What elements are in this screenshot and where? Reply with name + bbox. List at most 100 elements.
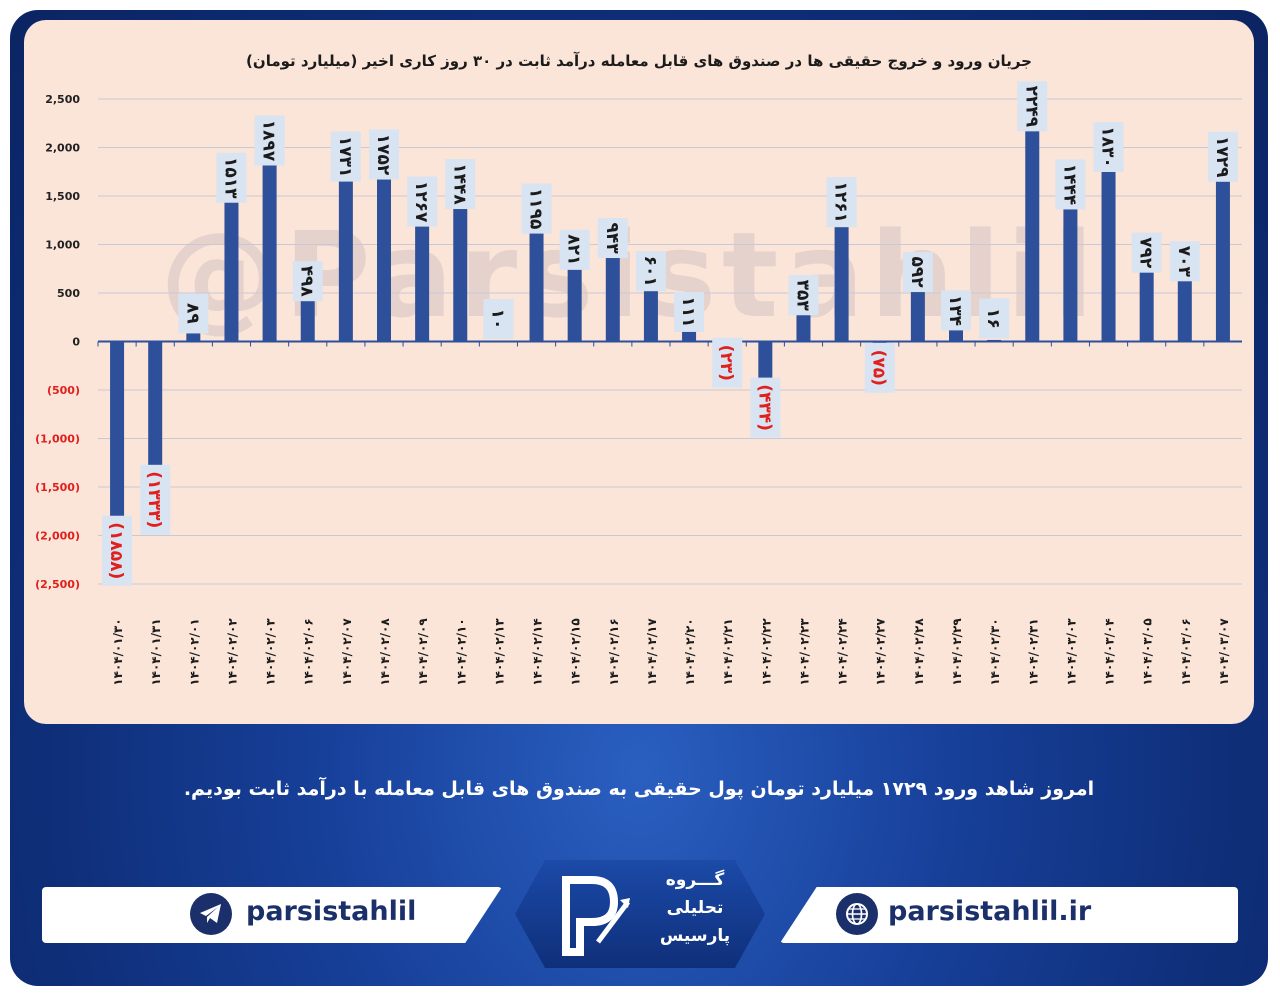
x-category-label: ۱۴۰۴/۰۲/۲۸ [912, 618, 926, 686]
data-label-box [635, 251, 666, 292]
data-label: ۸۹ [182, 303, 202, 324]
x-category-label: ۱۴۰۴/۰۲/۱۴ [531, 618, 545, 685]
logo-line-1: گـــروه [665, 870, 725, 890]
chart-panel [24, 20, 1254, 724]
data-label-box [902, 252, 933, 293]
bar [1063, 201, 1078, 342]
bar-chart: 2,500 2,000 1,500 1,000 500 0 (500) (1,000) (1,5… [35, 81, 1242, 686]
data-label: ۱۷۲۹ [1212, 136, 1232, 178]
data-label-box [292, 261, 323, 302]
x-category-label: ۱۴۰۴/۰۲/۰۹ [416, 618, 430, 686]
data-label: ۵۹۲ [907, 257, 927, 289]
data-label-box [1017, 81, 1048, 132]
y-tick-label: 1,500 [45, 190, 80, 203]
x-category-label: ۱۴۰۴/۰۳/۰۳ [1064, 618, 1078, 686]
telegram-icon [190, 893, 232, 935]
data-label-box [674, 291, 705, 332]
data-label: ۱۷۳۱ [335, 136, 355, 178]
x-category-label: ۱۴۰۴/۰۱/۳۰ [111, 618, 125, 685]
bar [453, 201, 468, 342]
data-label-box [1207, 131, 1238, 182]
y-tick-label: 2,000 [45, 142, 80, 155]
data-label: ۸۲۱ [564, 234, 584, 265]
x-category-label: ۱۴۰۴/۰۲/۰۷ [340, 618, 354, 686]
x-category-label: ۱۴۰۴/۰۲/۱۰ [454, 618, 468, 685]
y-tick-label: 0 [72, 336, 80, 349]
data-label-box [216, 152, 247, 203]
data-label-box [483, 298, 514, 339]
data-label-box [140, 464, 171, 535]
bar [682, 330, 697, 342]
data-label: ۶۰۱ [640, 256, 660, 287]
data-label: ۷۰۳ [1174, 246, 1194, 278]
data-label-box [445, 159, 476, 210]
bar [186, 332, 201, 342]
logo-line-2: تحلیلی [666, 898, 724, 918]
data-label: (۲۳) [716, 345, 736, 381]
bar [300, 293, 315, 342]
data-label-box [941, 290, 971, 331]
x-category-label: ۱۴۰۴/۰۳/۰۵ [1141, 618, 1155, 685]
logo-badge [515, 860, 765, 968]
data-label: ۱۲۶۷ [411, 181, 431, 223]
bar [262, 157, 277, 342]
footer-band-left [42, 887, 502, 943]
x-category-label: ۱۴۰۴/۰۲/۰۸ [378, 618, 392, 686]
data-label: ۱۰ [487, 309, 507, 330]
bar [529, 225, 544, 342]
bar [910, 284, 925, 342]
telegram-handle[interactable]: parsistahlil [246, 896, 417, 927]
globe-icon [836, 893, 878, 935]
bar [1139, 264, 1154, 342]
x-category-label: ۱۴۰۴/۰۲/۰۱ [187, 618, 201, 685]
bar [415, 218, 430, 342]
data-label-box [826, 177, 857, 228]
data-label-box [369, 129, 399, 180]
x-category-label: ۱۴۰۴/۰۲/۲۱ [721, 618, 735, 685]
x-category-label: ۱۴۰۴/۰۲/۱۶ [607, 618, 621, 685]
y-tick-label: 2,500 [45, 93, 80, 106]
website-url[interactable]: parsistahlil.ir [888, 896, 1092, 927]
bar [796, 307, 811, 342]
data-label-box [254, 115, 285, 166]
infographic-frame: @Parsistahlil جریان ورود و خروج حقیقی ها… [10, 10, 1268, 986]
data-label: ۱۳۴ [945, 295, 965, 326]
data-label: ۱۴۴۴ [1059, 164, 1079, 206]
data-label: (۱۸۵۸) [106, 522, 126, 579]
data-label-box [979, 298, 1010, 339]
bar [491, 340, 506, 343]
summary-message: امروز شاهد ورود ۱۷۲۹ میلیارد تومان پول ح… [183, 778, 1095, 800]
bar [110, 341, 125, 522]
bar [338, 173, 353, 342]
x-category-label: ۱۴۰۴/۰۲/۳۰ [988, 618, 1002, 685]
x-category-label: ۱۴۰۴/۰۲/۱۵ [569, 618, 583, 685]
x-category-label: ۱۴۰۴/۰۲/۲۹ [950, 618, 964, 686]
bar [567, 261, 582, 342]
data-label: ۱۸۹۷ [259, 120, 279, 162]
bar [605, 250, 620, 342]
data-label-box [407, 176, 438, 227]
data-label: ۷۹۲ [1136, 237, 1156, 269]
data-label: (۷۵) [869, 350, 889, 386]
y-tick-label: (2,000) [35, 530, 80, 543]
data-label: ۱۵۱۳ [220, 157, 240, 199]
x-category-label: ۱۴۰۴/۰۱/۳۱ [149, 618, 163, 685]
data-label: ۴۹۸ [297, 266, 317, 298]
y-tick-label: (1,500) [35, 481, 80, 494]
x-category-label: ۱۴۰۴/۰۲/۰۶ [302, 618, 316, 685]
x-category-label: ۱۴۰۴/۰۲/۰۲ [225, 618, 239, 686]
data-label-box [102, 515, 133, 586]
x-category-label: ۱۴۰۴/۰۲/۱۷ [645, 618, 659, 686]
x-category-label: ۱۴۰۴/۰۲/۲۲ [759, 618, 773, 686]
bar [148, 341, 163, 471]
data-label: ۲۲۴۹ [1021, 86, 1041, 128]
data-label: (۴۳۴) [754, 384, 774, 431]
x-category-label: ۱۴۰۴/۰۲/۲۴ [836, 618, 850, 685]
data-label-box [1131, 232, 1162, 273]
data-label: ۹۴۳ [602, 222, 622, 254]
x-category-label: ۱۴۰۴/۰۲/۲۳ [797, 618, 811, 686]
data-label: ۳۵۳ [792, 280, 812, 312]
y-tick-label: 500 [57, 287, 80, 300]
x-category-label: ۱۴۰۴/۰۲/۲۰ [683, 618, 697, 685]
data-label: ۱۶ [983, 308, 1003, 329]
